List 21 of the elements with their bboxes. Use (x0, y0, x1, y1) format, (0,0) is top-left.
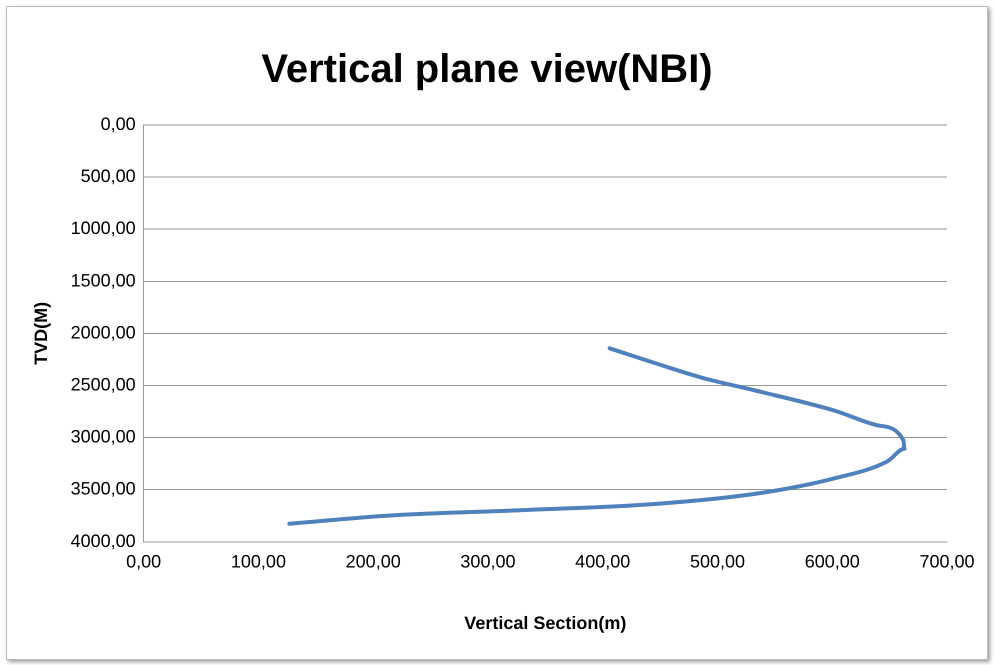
line-series (287, 346, 907, 526)
x-tick-label: 100,00 (230, 552, 286, 572)
x-tick-label: 200,00 (346, 552, 401, 572)
y-tick-label: 4000,00 (70, 530, 136, 551)
x-axis-title: Vertical Section(m) (464, 613, 626, 634)
y-tick-label: 500,00 (80, 166, 136, 186)
y-tick-label: 2500,00 (70, 374, 136, 394)
y-tick-label: 2000,00 (70, 322, 136, 342)
x-tick-label: 700,00 (919, 552, 975, 572)
x-tick-label: 400,00 (575, 552, 630, 572)
y-tick-label: 3000,00 (70, 426, 136, 447)
y-tick-label: 1000,00 (70, 218, 136, 238)
y-axis-title: TVD(M) (30, 302, 51, 365)
x-tick-label: 300,00 (460, 552, 516, 572)
y-tick-label: 1500,00 (70, 270, 136, 290)
x-tick-label: 500,00 (690, 552, 746, 572)
y-tick-label: 3500,00 (70, 478, 136, 499)
y-tick-label: 0,00 (100, 114, 136, 134)
x-tick-label: 600,00 (804, 552, 860, 572)
chart-title: Vertical plane view(NBI) (261, 47, 713, 92)
x-tick-label: 0,00 (126, 552, 162, 572)
